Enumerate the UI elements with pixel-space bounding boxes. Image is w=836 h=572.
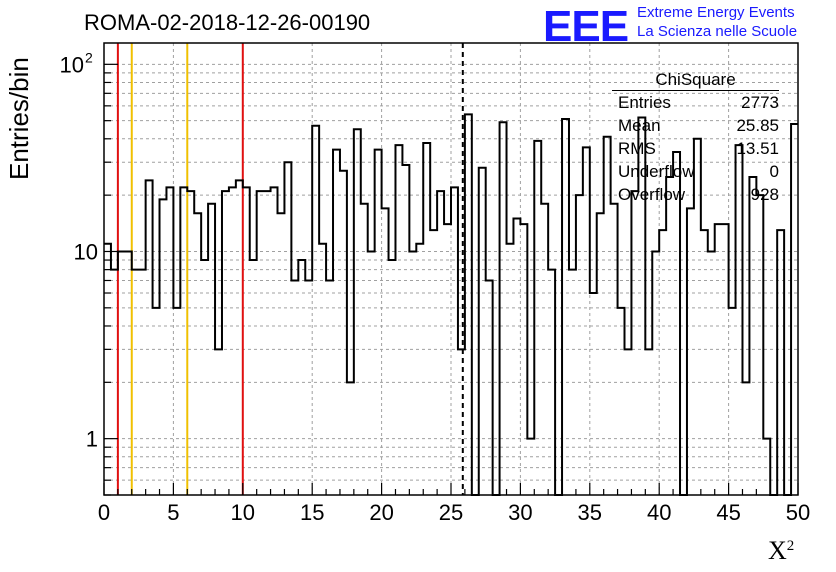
stats-label: Overflow xyxy=(618,185,686,204)
stats-label: RMS xyxy=(618,139,656,158)
stats-label: Mean xyxy=(618,116,661,135)
x-axis-label-base: X xyxy=(768,536,787,565)
x-tick-label: 25 xyxy=(439,500,463,525)
x-tick-label: 15 xyxy=(300,500,324,525)
y-axis-label: Entries/bin xyxy=(4,57,34,180)
stats-value: 2773 xyxy=(741,93,779,112)
x-tick-label: 5 xyxy=(167,500,179,525)
eee-logo: EEE xyxy=(543,2,629,51)
histogram-line xyxy=(104,113,798,496)
stats-row: Mean 25.85 xyxy=(612,114,779,137)
x-tick-label: 0 xyxy=(98,500,110,525)
y-tick-label: 10 xyxy=(60,52,84,77)
stats-label: Entries xyxy=(618,93,671,112)
stats-title: ChiSquare xyxy=(612,70,779,91)
stats-row: Overflow 928 xyxy=(612,183,779,206)
x-tick-label: 40 xyxy=(647,500,671,525)
stats-row: RMS 13.51 xyxy=(612,137,779,160)
stats-value: 13.51 xyxy=(736,139,779,158)
x-axis-label-sup: 2 xyxy=(786,538,795,554)
x-tick-label: 20 xyxy=(369,500,393,525)
stats-value: 0 xyxy=(769,162,779,181)
stats-box: ChiSquare Entries 2773 Mean 25.85 RMS 13.51… xyxy=(612,70,779,206)
x-tick-label: 45 xyxy=(716,500,740,525)
stats-value: 928 xyxy=(750,185,779,204)
stats-row: Underflow 0 xyxy=(612,160,779,183)
x-tick-label: 10 xyxy=(231,500,255,525)
logo-line-2: La Scienza nelle Scuole xyxy=(637,23,798,40)
y-tick-label: 1 xyxy=(86,427,98,452)
stats-row: Entries 2773 xyxy=(612,91,779,114)
x-tick-label: 50 xyxy=(786,500,810,525)
stats-value: 25.85 xyxy=(736,116,779,135)
run-title: ROMA-02-2018-12-26-00190 xyxy=(84,10,371,35)
x-axis-label: X2 xyxy=(768,536,794,566)
y-tick-label-sup: 2 xyxy=(85,49,93,65)
x-tick-label: 30 xyxy=(508,500,532,525)
logo-caption: Extreme Energy Events La Scienza nelle S… xyxy=(637,3,797,41)
logo-line-1: Extreme Energy Events xyxy=(637,4,795,21)
stats-label: Underflow xyxy=(618,162,695,181)
y-tick-label: 10 xyxy=(74,239,98,264)
x-tick-label: 35 xyxy=(578,500,602,525)
